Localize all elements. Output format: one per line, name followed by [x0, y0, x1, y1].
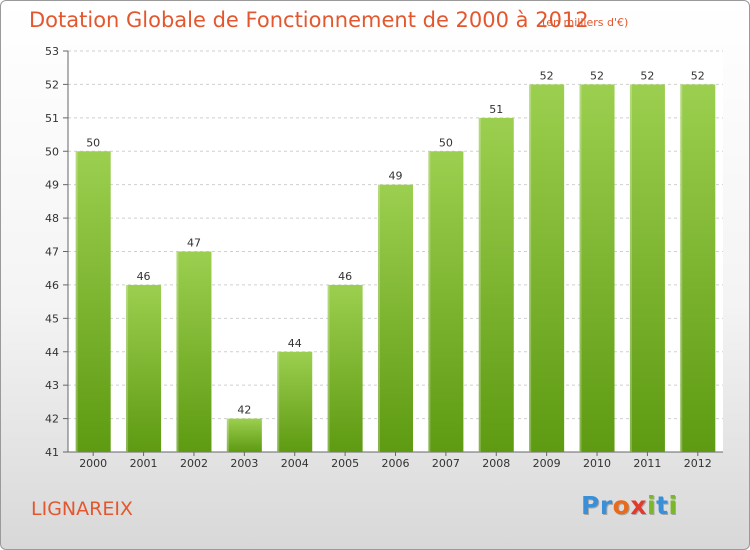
- x-tick-label: 2008: [482, 457, 510, 470]
- y-tick-label: 44: [45, 346, 59, 359]
- bar-highlight: [428, 151, 431, 452]
- y-tick-label: 51: [45, 112, 59, 125]
- commune-name: LIGNAREIX: [31, 498, 133, 520]
- bar: [529, 84, 565, 453]
- bar-highlight: [478, 117, 481, 452]
- bar-value-label: 50: [86, 136, 100, 149]
- bar-highlight: [226, 418, 229, 452]
- y-tick-label: 41: [45, 446, 59, 459]
- bar: [126, 284, 162, 452]
- bar: [680, 84, 716, 453]
- bar: [629, 84, 665, 453]
- logo-letter: t: [656, 491, 669, 520]
- bar-highlight: [579, 84, 582, 453]
- bar: [226, 418, 262, 452]
- x-tick-label: 2001: [130, 457, 158, 470]
- bar: [327, 284, 363, 452]
- bar-highlight: [327, 284, 330, 452]
- bar-highlight: [378, 184, 380, 452]
- bar: [378, 184, 413, 452]
- x-tick-label: 2006: [382, 457, 410, 470]
- chart-unit-note: (en milliers d'€): [542, 16, 629, 29]
- y-tick-label: 50: [45, 145, 59, 158]
- bar-value-label: 50: [439, 136, 453, 149]
- bar-highlight: [277, 351, 280, 452]
- bar-value-label: 51: [489, 103, 503, 116]
- logo-letter: i: [647, 491, 657, 520]
- x-tick-label: 2011: [633, 457, 661, 470]
- bar-value-label: 52: [691, 69, 705, 82]
- logo-letter: i: [668, 491, 678, 520]
- chart-title: Dotation Globale de Fonctionnement de 20…: [29, 8, 589, 32]
- bar-highlight: [176, 251, 179, 452]
- logo-letter: r: [599, 491, 613, 520]
- bars: [75, 84, 716, 453]
- y-tick-label: 46: [45, 279, 59, 292]
- logo-letter: o: [612, 491, 631, 520]
- y-tick-label: 53: [45, 45, 59, 58]
- x-tick-label: 2002: [180, 457, 208, 470]
- bar: [428, 151, 464, 452]
- bar: [579, 84, 615, 453]
- x-tick-label: 2005: [331, 457, 359, 470]
- y-tick-label: 42: [45, 413, 59, 426]
- bar-value-label: 52: [540, 69, 554, 82]
- bar-highlight: [75, 151, 78, 452]
- bar-value-label: 46: [338, 270, 352, 283]
- x-tick-label: 2004: [281, 457, 309, 470]
- y-tick-label: 45: [45, 312, 59, 325]
- bar: [75, 151, 111, 452]
- x-tick-label: 2007: [432, 457, 460, 470]
- bar-highlight: [680, 84, 683, 453]
- bar-value-label: 42: [237, 404, 251, 417]
- y-tick-label: 49: [45, 179, 59, 192]
- x-tick-label: 2012: [684, 457, 712, 470]
- bar-value-label: 52: [590, 69, 604, 82]
- x-tick-label: 2010: [583, 457, 611, 470]
- bar-highlight: [529, 84, 532, 453]
- y-tick-label: 48: [45, 212, 59, 225]
- labels: 41 42 43 44 45 46 47 48 49 50 51 52 53 50 2000 46 2001 47…: [45, 45, 712, 470]
- bar-value-label: 52: [640, 69, 654, 82]
- bar-value-label: 44: [288, 337, 302, 350]
- x-tick-label: 2003: [230, 457, 258, 470]
- logo-letter: x: [630, 491, 647, 520]
- bar-value-label: 46: [137, 270, 151, 283]
- bar-value-label: 47: [187, 237, 201, 250]
- bar: [176, 251, 212, 452]
- bar: [478, 117, 514, 452]
- bar-highlight: [629, 84, 632, 453]
- y-tick-label: 52: [45, 78, 59, 91]
- logo-letter: P: [581, 491, 600, 520]
- bar-highlight: [126, 284, 129, 452]
- proxiti-logo: Proxiti: [581, 491, 678, 520]
- x-tick-label: 2000: [79, 457, 107, 470]
- x-tick-label: 2009: [533, 457, 561, 470]
- y-tick-label: 43: [45, 379, 59, 392]
- bar-value-label: 49: [389, 170, 403, 183]
- y-tick-label: 47: [45, 246, 59, 259]
- bar: [277, 351, 313, 452]
